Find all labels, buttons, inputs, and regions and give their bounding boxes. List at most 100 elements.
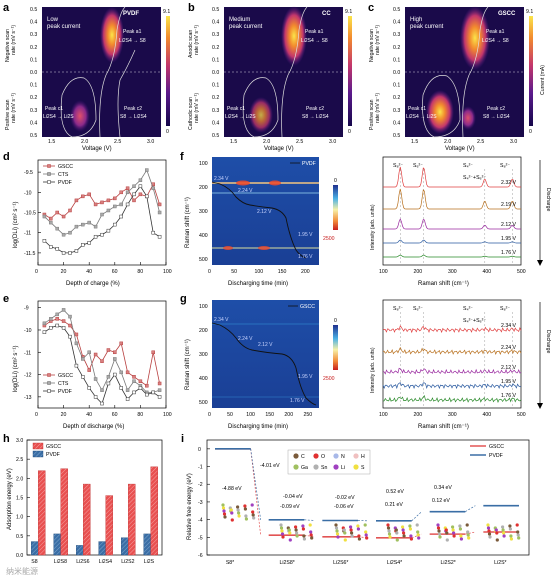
cbar-min: 0: [529, 129, 532, 135]
plot-frame: [382, 156, 522, 266]
x-tick: 400: [483, 412, 492, 418]
bar-pvdf: [53, 533, 61, 556]
data-point: [68, 208, 72, 213]
y-tick: 0.3: [30, 32, 37, 38]
cbar-label: Current (mA): [540, 65, 546, 95]
data-point: [74, 249, 79, 253]
x-tick: 200: [284, 412, 293, 418]
energy-connector: [411, 533, 422, 539]
panel-letter: g: [180, 293, 187, 305]
data-point: [100, 388, 104, 392]
abc-ticks: 1.5 2.0 2.5 3.0 0.5 0.4 0.3 0.2 0.1 0.0 0.1 0.2 0.3 0…: [30, 7, 517, 145]
data-point: [157, 395, 162, 399]
spectrum-line: [382, 382, 522, 390]
data-point: [125, 190, 130, 195]
peak-c2-label: Peak c2: [124, 106, 142, 112]
x-tick: 40: [86, 412, 92, 418]
y-tick: -4: [198, 518, 203, 524]
cbar-min: 0: [348, 129, 351, 135]
y-tick: 0.3: [30, 108, 37, 114]
spec-x-label: Raman shift (cm⁻¹): [418, 424, 469, 430]
data-point: [138, 184, 143, 188]
data-point: [106, 381, 111, 386]
colorbar: [166, 16, 170, 126]
y-tick: 0.5: [30, 133, 37, 139]
spec-y-label: Intensity (arb. units): [370, 347, 376, 393]
ylabel-neg-a: Negative scan: [369, 29, 375, 62]
y-tick: 0.2: [212, 45, 219, 51]
spectrum-label: 2.24 V: [501, 345, 517, 351]
data-point: [100, 359, 104, 363]
data-point: [145, 383, 149, 388]
peak-label: S₄²⁻+S₆²⁻: [463, 318, 486, 324]
peak-a1-hotspot: [460, 6, 490, 70]
spectrum-label: 1.95 V: [501, 379, 517, 385]
x-tick: 250: [304, 412, 313, 418]
category-label: Li2S2*: [441, 560, 456, 566]
legend: GSCC: [300, 304, 315, 310]
y-tick: -13: [24, 395, 32, 401]
ylabel-unit: rate (mV s⁻¹): [194, 25, 200, 55]
cbar-min: 0: [166, 129, 169, 135]
y-tick: 0.5: [212, 7, 219, 13]
desc-line1: High: [410, 17, 422, 23]
delta-g-gscc: -4.88 eV: [222, 486, 242, 492]
category-label: Li2S8: [54, 559, 67, 565]
y-tick: 0.2: [30, 45, 37, 51]
spec-x-label: Raman shift (cm⁻¹): [418, 281, 469, 287]
peak-c1-rxn: Li2S4 → Li2S: [406, 114, 437, 120]
bar-gscc: [38, 470, 46, 556]
data-point: [100, 401, 104, 406]
v-label: 2.34 V: [214, 317, 229, 323]
y-tick: -10: [24, 328, 32, 334]
legend-pvdf: PVDF: [46, 452, 60, 458]
data-point: [87, 241, 91, 245]
spectrum-line: [382, 324, 522, 334]
desc-line1: Low: [47, 17, 59, 23]
category-label: Li2S*: [494, 560, 506, 566]
data-point: [138, 379, 143, 383]
peak-a1-rxn: Li2S4 → S8: [482, 38, 509, 44]
legend-cts: CTS: [58, 381, 69, 387]
plot-frame: [382, 299, 522, 409]
peak-a1-label: Peak a1: [305, 29, 324, 35]
legend: GSCC CTS PVDF: [43, 373, 73, 395]
x-label: Depth of charge (%): [66, 281, 120, 287]
peak-c1-label: Peak c1: [227, 106, 245, 112]
y-label: log(DLi) (cm² s⁻¹): [13, 346, 19, 393]
bar-gscc: [150, 466, 158, 556]
x-tick: 50: [231, 269, 237, 275]
y-tick: 0.1: [393, 83, 400, 89]
legend-pvdf: PVDF: [58, 389, 72, 395]
y-tick: -11.5: [24, 251, 36, 257]
x-tick: 60: [112, 412, 118, 418]
ylabel-unit: rate (mV s⁻¹): [11, 25, 17, 55]
panel-b: b CC Medium peak current Peak a1 Li2S4 →…: [188, 2, 352, 138]
element-s: S: [361, 465, 365, 471]
data-point: [87, 386, 91, 390]
watermark: 纳米能源: [6, 566, 38, 576]
series-line-pvdf: [44, 185, 160, 254]
y-tick: 500: [199, 257, 208, 263]
data-point: [132, 184, 136, 188]
element-o: O: [321, 454, 325, 460]
x-tick: 60: [112, 269, 118, 275]
desc-line1: Medium: [229, 17, 250, 23]
colorbar: [348, 16, 352, 126]
data-point: [87, 368, 91, 372]
data-point: [119, 214, 123, 219]
data-point: [74, 363, 79, 368]
data-point: [49, 317, 53, 321]
category-label: Li2S6*: [333, 560, 348, 566]
spectrum-label: 2.12 V: [501, 222, 517, 228]
data-point: [100, 200, 104, 205]
y-tick: 200: [199, 185, 208, 191]
legend-cts: CTS: [58, 172, 69, 178]
peak-c1-hotspot: [70, 100, 90, 132]
x-tick: 400: [483, 269, 492, 275]
y-tick: 0.1: [393, 57, 400, 63]
data-point: [119, 370, 123, 375]
y-tick: 0.5: [393, 133, 400, 139]
ylabel-unit: rate (mV s⁻¹): [194, 93, 200, 123]
data-point: [81, 194, 85, 199]
